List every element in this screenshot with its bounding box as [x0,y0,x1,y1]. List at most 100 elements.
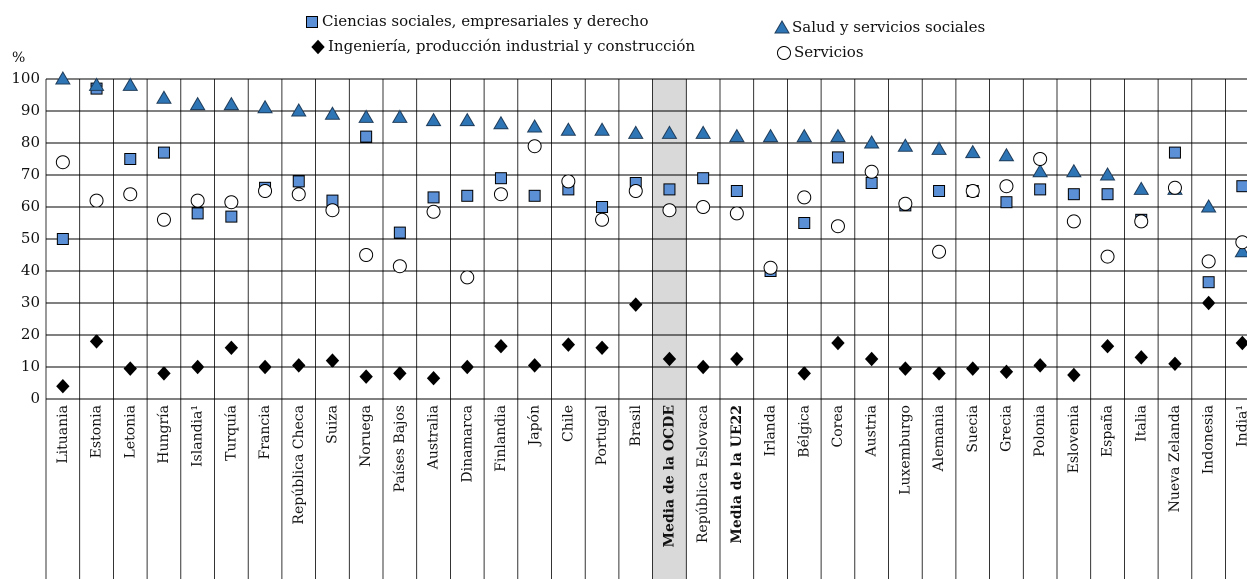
circle-marker [89,193,104,208]
triangle-marker [964,144,981,159]
x-tick-label: Suiza [324,405,340,444]
circle-marker [190,193,205,208]
diamond-marker [662,351,677,367]
triangle-marker [863,135,880,149]
x-tick-label: Hungría [156,405,172,464]
x-tick-label: Nueva Zelanda [1167,405,1183,512]
triangle-marker [774,20,790,34]
triangle-marker [223,96,240,111]
square-marker [56,233,69,245]
y-tick-label: 100 [11,69,40,87]
triangle-marker [1133,181,1150,195]
square-marker [1067,188,1080,201]
diamond-marker [561,337,576,352]
legend-label: Ciencias sociales, empresariales y derec… [322,12,649,30]
x-tick-label: Chile [560,405,576,442]
square-marker [1168,146,1181,159]
square-marker [1000,196,1013,209]
x-tick-label: Francia [257,405,273,459]
triangle-marker [122,77,139,91]
triangle-marker [526,119,543,133]
square-marker [730,185,743,197]
circle-marker [527,139,542,154]
circle-marker [932,244,947,259]
triangle-marker [728,128,745,143]
y-tick-label: 10 [21,357,40,375]
circle-marker [830,219,845,234]
diamond-marker [460,359,474,375]
circle-marker [258,184,273,198]
x-tick-label: Brasil [628,404,644,446]
x-tick-label: Eslovenia [1066,405,1082,473]
diamond-marker [696,359,710,375]
circle-marker [797,190,812,205]
diamond-marker [1235,335,1247,351]
diamond-marker [292,358,306,373]
square-marker [933,185,946,197]
diamond-marker [797,366,811,381]
circle-marker [1134,214,1149,229]
square-marker [292,175,305,188]
highlight-column [652,79,687,579]
triangle-marker [189,96,206,111]
circle-marker [662,203,677,218]
legend-label: Servicios [794,43,864,61]
diamond-marker [999,364,1014,380]
triangle-marker [459,112,476,127]
x-tick-label: Suecia [965,405,981,453]
circle-marker [359,248,374,262]
circle-marker [123,187,138,202]
circle-marker [864,164,879,179]
y-tick-label: 70 [21,165,40,183]
triangle-marker [156,90,172,104]
circle-marker [561,174,576,189]
triangle-marker [762,128,779,143]
diamond-marker [494,338,508,354]
y-tick-label: 40 [21,261,40,279]
circle-marker [1235,235,1247,250]
square-marker [831,151,844,164]
x-tick-label: Grecia [998,405,1014,452]
circle-marker [156,212,171,227]
circle-marker [595,212,610,227]
circle-marker [1100,249,1115,264]
diamond-marker [89,334,104,349]
diamond-marker [932,366,946,381]
x-tick-label: Italia [1133,405,1149,442]
square-marker [1101,188,1114,201]
circle-marker [493,187,508,202]
square-marker [124,153,137,165]
square-marker [306,16,318,28]
circle-marker [628,184,643,198]
x-tick-label: Turquía [223,405,239,461]
triangle-marker [257,99,273,114]
circle-marker [898,196,913,211]
square-marker [596,201,609,213]
circle-marker [777,46,791,60]
triangle-marker [290,103,307,117]
diamond-marker [595,340,609,356]
triangle-marker [560,122,577,136]
x-tick-label: Media de la UE22 [729,405,745,544]
circle-marker [1201,254,1216,269]
diamond-marker [359,369,373,384]
diamond-marker [123,361,137,376]
circle-marker [460,270,475,285]
x-tick-label: Estonia [89,405,105,458]
triangle-marker [391,109,408,123]
triangle-marker [358,109,375,123]
triangle-marker [897,138,914,152]
circle-marker [55,155,70,170]
square-marker [494,172,507,185]
y-tick-label: 90 [21,101,40,119]
circle-marker [696,200,711,214]
x-tick-label: España [1100,405,1116,457]
circle-marker [1033,152,1048,166]
triangle-marker [324,106,341,120]
y-tick-label: 0 [30,389,40,407]
y-tick-label: 20 [21,325,40,343]
x-tick-label: Austria [864,405,880,457]
circle-marker [325,203,340,218]
square-marker [427,191,440,204]
